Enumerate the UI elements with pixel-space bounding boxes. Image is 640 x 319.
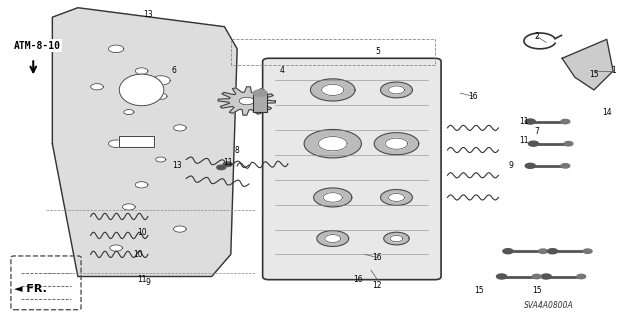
Polygon shape [109,245,122,251]
Polygon shape [381,82,412,98]
Polygon shape [503,249,513,254]
Text: 9: 9 [145,278,150,287]
Text: 16: 16 [468,92,477,101]
Text: 11: 11 [519,136,529,145]
Text: 16: 16 [353,275,363,284]
Text: 13: 13 [143,10,153,19]
Polygon shape [525,119,536,124]
Text: 1: 1 [611,66,616,76]
Polygon shape [381,189,412,205]
Polygon shape [541,274,551,279]
Polygon shape [314,188,352,207]
Polygon shape [374,133,419,155]
Polygon shape [577,274,586,279]
Polygon shape [325,234,340,242]
Polygon shape [323,193,342,202]
Polygon shape [217,165,226,170]
Text: 2: 2 [534,32,539,41]
Polygon shape [525,163,536,168]
Text: 10: 10 [134,250,143,259]
Text: 5: 5 [375,48,380,56]
Text: 8: 8 [235,145,239,154]
Text: ◄ FR.: ◄ FR. [14,284,47,294]
Polygon shape [239,97,254,105]
Text: 13: 13 [172,161,181,170]
Text: 14: 14 [602,108,612,116]
Text: 11: 11 [137,275,147,284]
Text: 9: 9 [509,161,514,170]
Bar [119,136,154,147]
Polygon shape [135,182,148,188]
Polygon shape [529,141,539,146]
Polygon shape [124,109,134,115]
Polygon shape [539,249,547,253]
Polygon shape [562,39,613,90]
Polygon shape [317,231,349,247]
Text: 12: 12 [372,281,382,291]
Text: 10: 10 [137,228,147,237]
Text: 7: 7 [534,127,539,136]
Text: 6: 6 [171,66,176,76]
Polygon shape [218,87,275,115]
Polygon shape [91,84,103,90]
Polygon shape [108,140,124,147]
Polygon shape [497,274,507,279]
Polygon shape [151,76,170,85]
Bar [119,136,154,147]
Ellipse shape [119,74,164,106]
Polygon shape [532,274,541,279]
Polygon shape [154,93,167,100]
Polygon shape [561,164,570,168]
Polygon shape [310,79,355,101]
Polygon shape [108,45,124,53]
Polygon shape [122,204,135,210]
Polygon shape [223,162,232,167]
Polygon shape [304,130,362,158]
Polygon shape [173,125,186,131]
Text: 11: 11 [223,158,232,167]
Polygon shape [322,85,344,95]
Polygon shape [390,235,403,242]
Text: 15: 15 [474,286,484,295]
FancyBboxPatch shape [262,58,441,280]
Polygon shape [253,90,267,96]
Polygon shape [384,232,409,245]
Polygon shape [564,142,573,146]
Polygon shape [385,138,408,149]
Text: 4: 4 [279,66,284,76]
Text: ATM-8-10: ATM-8-10 [14,41,61,51]
Polygon shape [135,68,148,74]
Text: 16: 16 [372,253,382,262]
Text: SVA4A0800A: SVA4A0800A [524,301,573,310]
Polygon shape [156,157,166,162]
Text: 11: 11 [519,117,529,126]
Polygon shape [319,137,347,151]
Polygon shape [388,194,404,201]
Polygon shape [388,86,404,94]
Polygon shape [561,119,570,124]
Polygon shape [583,249,592,253]
Polygon shape [173,226,186,232]
Text: 15: 15 [589,70,599,78]
Text: 15: 15 [532,286,541,295]
Bar [253,93,267,112]
Polygon shape [548,249,557,254]
Polygon shape [52,8,237,277]
